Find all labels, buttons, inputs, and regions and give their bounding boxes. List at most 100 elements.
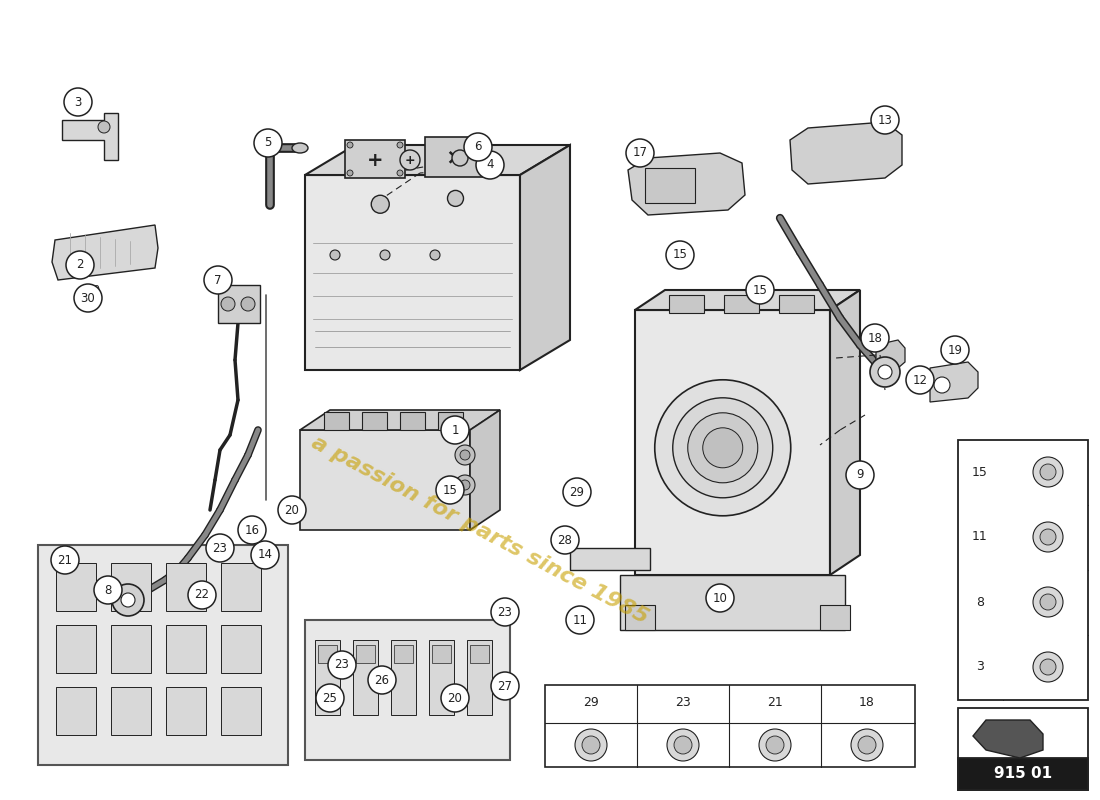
Circle shape [112,584,144,616]
Circle shape [254,129,282,157]
Circle shape [654,380,791,516]
Circle shape [491,598,519,626]
Circle shape [766,736,784,754]
Bar [353,640,378,715]
Circle shape [251,541,279,569]
Text: 915 01: 915 01 [994,766,1052,782]
Bar [468,640,492,715]
Bar [958,758,1088,790]
Text: 18: 18 [868,331,882,345]
Text: 29: 29 [570,486,584,498]
Text: 15: 15 [752,283,768,297]
Circle shape [455,475,475,495]
Circle shape [238,516,266,544]
Text: +: + [405,154,416,166]
Bar [544,685,915,767]
Polygon shape [470,410,500,530]
Circle shape [906,366,934,394]
Bar [56,563,96,611]
Polygon shape [39,545,288,765]
Circle shape [441,416,469,444]
Polygon shape [305,175,520,370]
Bar [570,548,650,570]
Circle shape [204,266,232,294]
Polygon shape [635,290,860,310]
Text: 2: 2 [76,258,84,271]
Circle shape [368,666,396,694]
Circle shape [871,106,899,134]
Polygon shape [790,122,902,184]
Text: 22: 22 [195,589,209,602]
Circle shape [846,461,874,489]
Circle shape [491,672,519,700]
Polygon shape [300,430,470,530]
Bar [324,412,349,430]
Circle shape [688,413,758,482]
Circle shape [188,581,216,609]
Circle shape [476,151,504,179]
Text: 3: 3 [976,661,983,674]
Bar [669,295,704,313]
Bar [779,295,814,313]
Text: 21: 21 [767,697,783,710]
Polygon shape [635,310,830,575]
Circle shape [1033,587,1063,617]
Circle shape [674,736,692,754]
Circle shape [551,526,579,554]
Circle shape [1033,457,1063,487]
Circle shape [563,478,591,506]
Bar [958,708,1088,790]
Bar [470,645,490,663]
Text: 15: 15 [972,466,988,478]
Circle shape [878,365,892,379]
Circle shape [346,142,353,148]
Polygon shape [300,410,500,430]
Polygon shape [52,225,158,280]
Text: a passion for parts since 1985: a passion for parts since 1985 [308,432,652,628]
Circle shape [121,593,135,607]
Text: 20: 20 [448,691,462,705]
Polygon shape [974,720,1043,758]
Circle shape [400,150,420,170]
Text: 8: 8 [976,595,984,609]
Bar [221,687,261,735]
Text: 1: 1 [451,423,459,437]
Bar [356,645,375,663]
Circle shape [330,250,340,260]
Polygon shape [305,145,570,175]
Circle shape [316,684,344,712]
Circle shape [460,480,470,490]
Bar [390,640,416,715]
Text: 3: 3 [75,95,81,109]
Circle shape [464,133,492,161]
Circle shape [66,251,94,279]
Polygon shape [820,605,850,630]
Circle shape [397,170,403,176]
Polygon shape [620,575,845,630]
Text: +: + [366,150,383,170]
Circle shape [851,729,883,761]
Circle shape [1040,464,1056,480]
Text: 5: 5 [264,137,272,150]
Text: 9: 9 [856,469,864,482]
Circle shape [1040,659,1056,675]
Polygon shape [930,362,978,402]
Bar [56,687,96,735]
Circle shape [452,150,468,166]
Circle shape [328,651,356,679]
Text: 19: 19 [947,343,962,357]
Text: 6: 6 [474,141,482,154]
Circle shape [441,684,469,712]
Text: 15: 15 [442,483,458,497]
Bar [958,440,1088,700]
Circle shape [379,250,390,260]
Text: 29: 29 [583,697,598,710]
Circle shape [51,546,79,574]
Circle shape [1033,522,1063,552]
Circle shape [861,324,889,352]
Text: 4: 4 [486,158,494,171]
Text: 30: 30 [86,285,100,295]
Polygon shape [218,285,260,323]
Circle shape [241,297,255,311]
Circle shape [372,195,389,214]
